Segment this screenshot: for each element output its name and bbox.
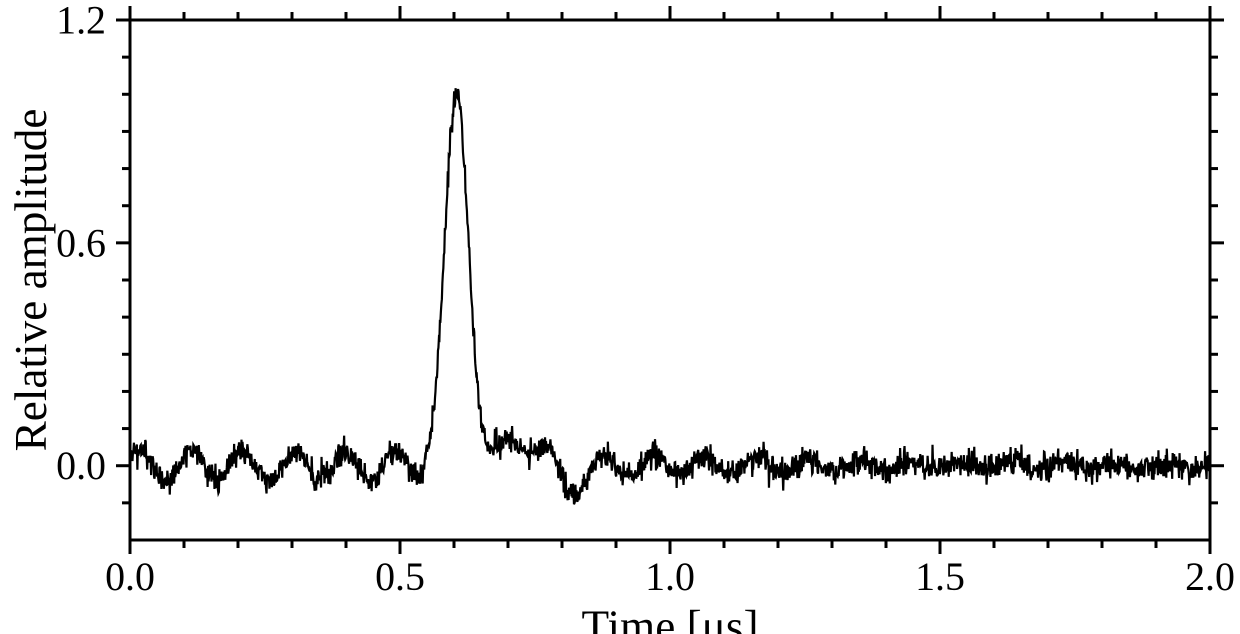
y-tick-label: 0.6 [56,220,106,265]
x-tick-label: 1.0 [645,554,695,599]
y-axis-label: Relative amplitude [6,109,56,452]
y-tick-label: 0.0 [56,443,106,488]
x-tick-label: 1.5 [915,554,965,599]
x-tick-label: 0.0 [105,554,155,599]
chart-svg: 0.0 0.5 1.0 1.5 2.0 Time [μs] 0.0 0.6 1.2 Relativ… [0,0,1240,634]
y-tick-label: 1.2 [56,0,106,43]
x-tick-label: 0.5 [375,554,425,599]
signal-line-chart: 0.0 0.5 1.0 1.5 2.0 Time [μs] 0.0 0.6 1.2 Relativ… [0,0,1240,634]
x-axis-label: Time [μs] [581,602,758,634]
x-tick-label: 2.0 [1185,554,1235,599]
